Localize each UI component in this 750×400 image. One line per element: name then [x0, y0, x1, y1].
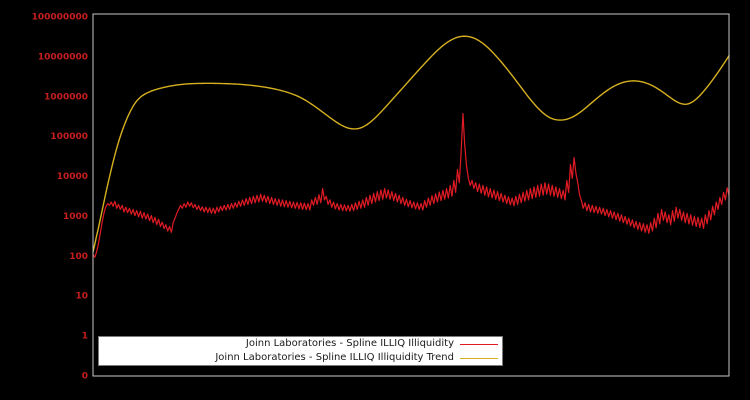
- legend-line-swatch-illiquidity: [460, 343, 498, 345]
- y-tick-label: 0: [82, 372, 88, 382]
- y-tick-label: 1: [82, 332, 88, 342]
- y-axis-tick-labels: 1000000001000000010000001000001000010001…: [32, 13, 88, 382]
- data-series-group: [92, 35, 730, 258]
- legend-entry-illiquidity-trend[interactable]: Joinn Laboratories - Spline ILLIQ Illiqu…: [103, 351, 498, 365]
- y-tick-label: 100000: [50, 132, 88, 142]
- y-tick-label: 1000: [63, 212, 88, 222]
- y-tick-label: 1000000: [44, 92, 88, 102]
- chart-legend[interactable]: Joinn Laboratories - Spline ILLIQ Illiqu…: [98, 336, 503, 366]
- y-tick-label: 10000000: [38, 52, 88, 62]
- legend-label-illiquidity: Joinn Laboratories - Spline ILLIQ Illiqu…: [245, 338, 454, 349]
- y-tick-label: 10000: [57, 172, 88, 182]
- legend-label-illiquidity-trend: Joinn Laboratories - Spline ILLIQ Illiqu…: [215, 352, 454, 363]
- y-tick-label: 10: [75, 292, 88, 302]
- plot-area-background: [93, 14, 729, 376]
- y-tick-label: 100000000: [32, 13, 88, 23]
- legend-line-swatch-illiquidity-trend: [460, 357, 498, 359]
- series-path-illiquidity-trend: [92, 35, 730, 253]
- series-path-illiquidity: [92, 112, 730, 258]
- plot-frame-border: [92, 13, 730, 377]
- y-tick-label: 100: [69, 252, 88, 262]
- legend-entry-illiquidity[interactable]: Joinn Laboratories - Spline ILLIQ Illiqu…: [103, 337, 498, 351]
